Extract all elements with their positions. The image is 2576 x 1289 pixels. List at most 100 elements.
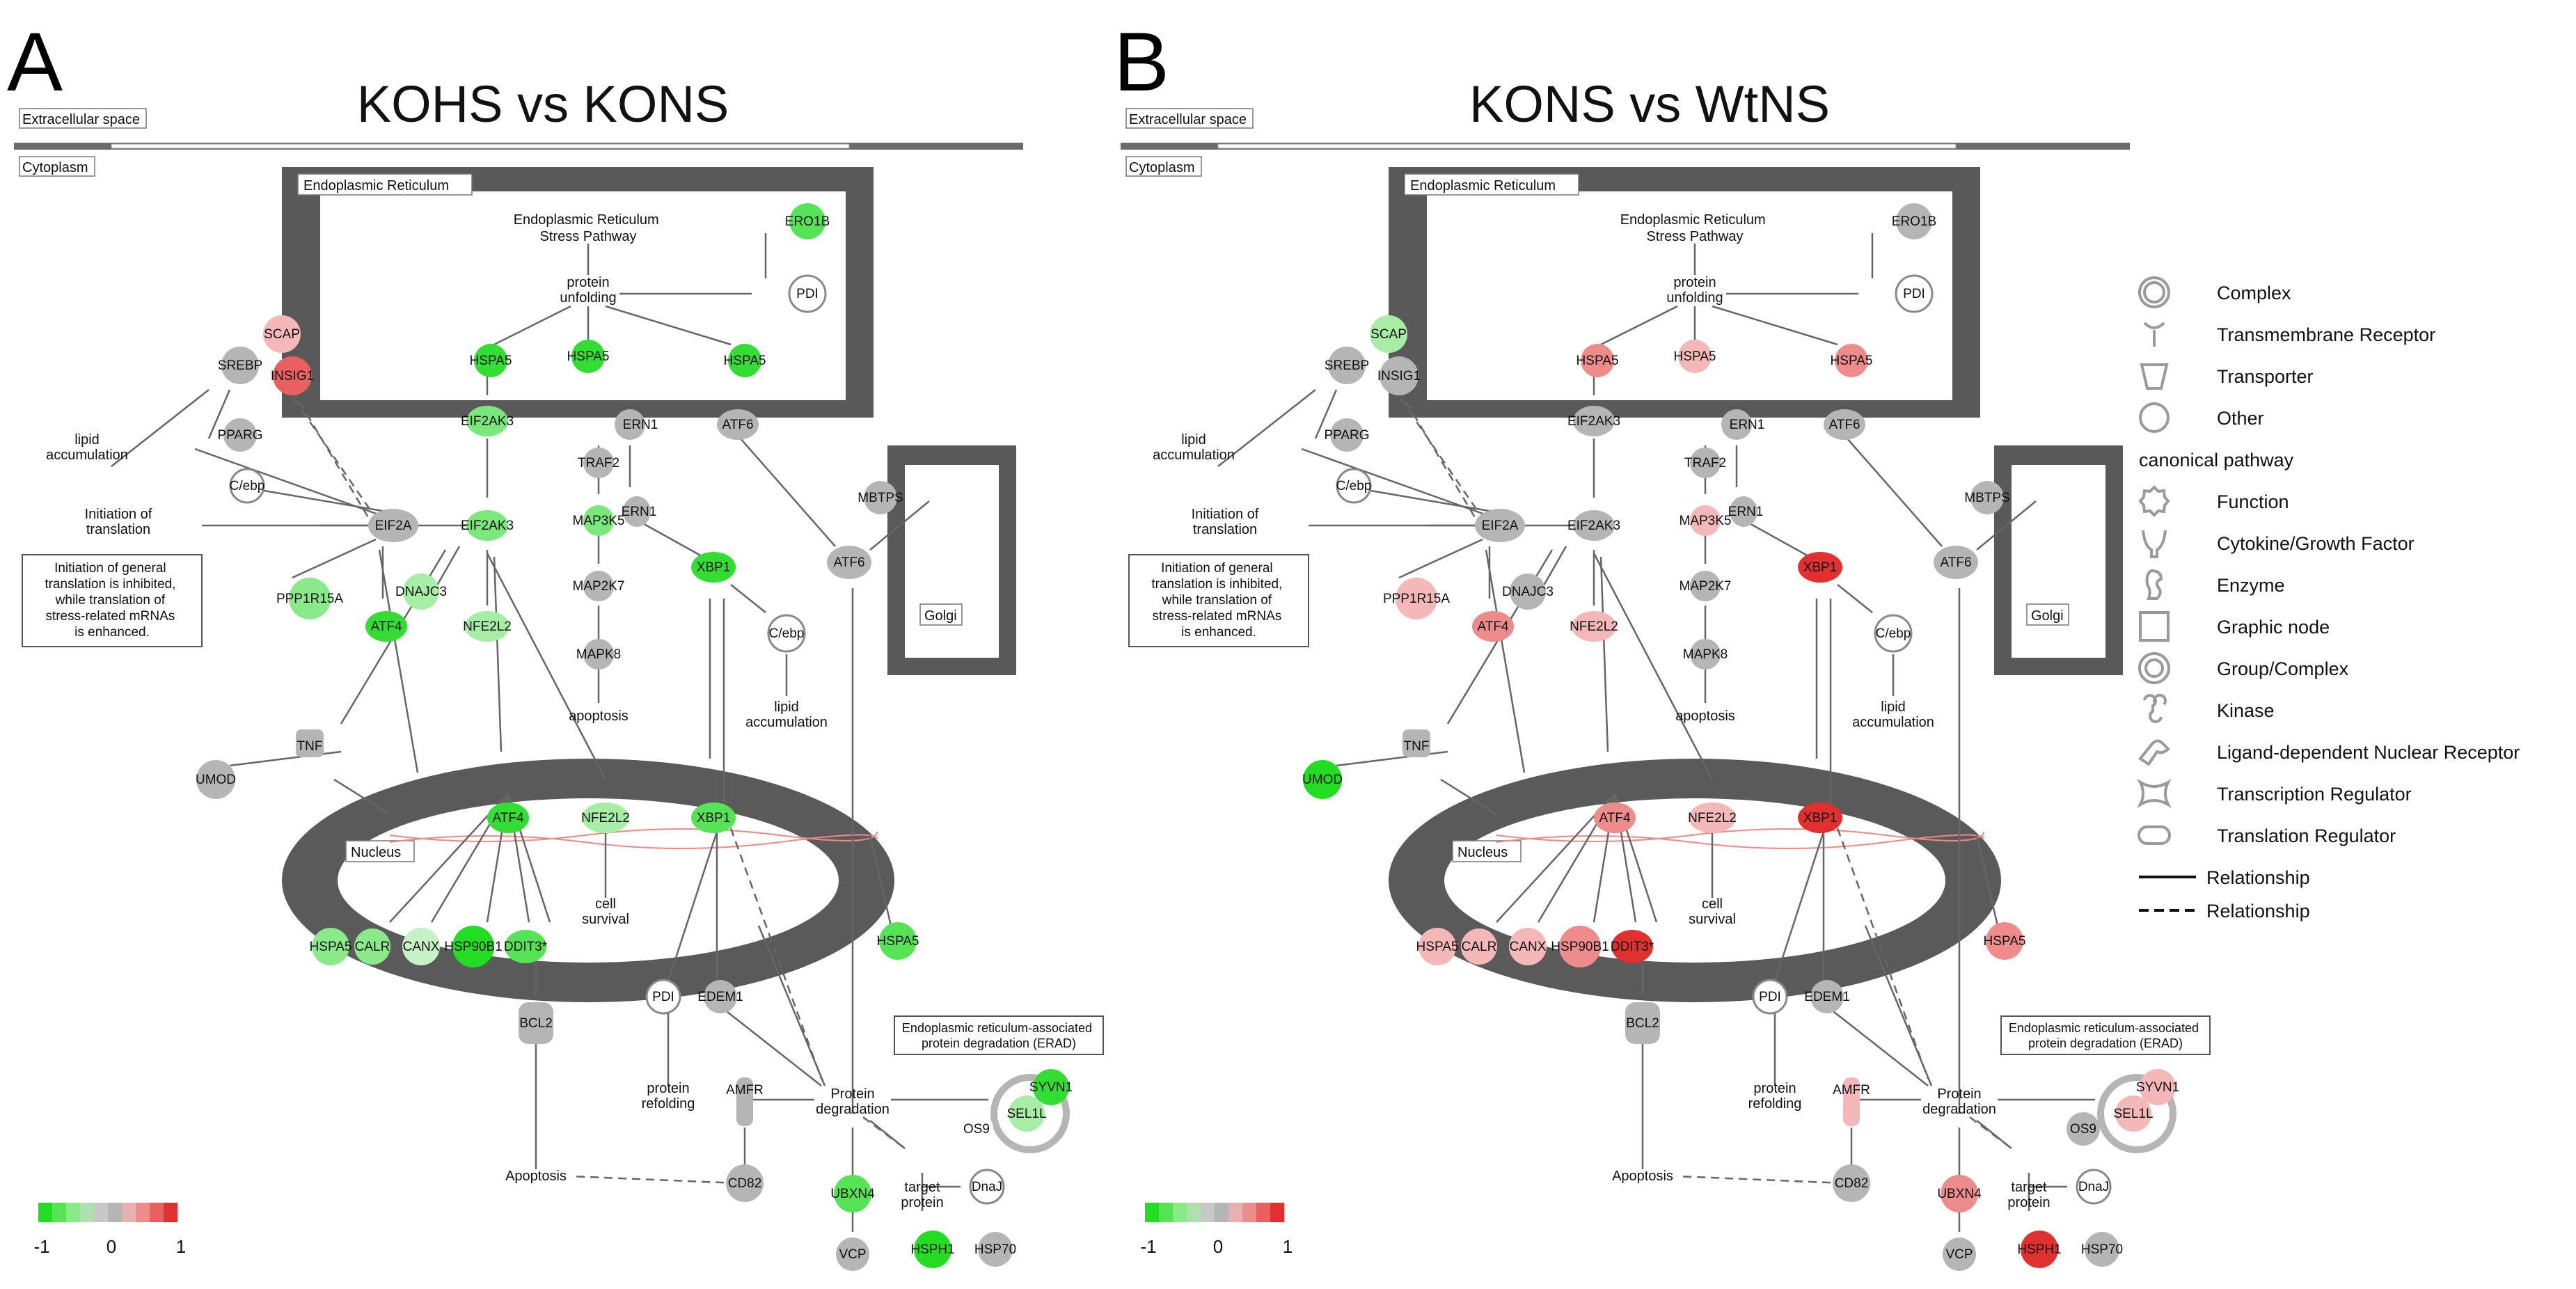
- node-ATF6-top[interactable]: ATF6: [717, 409, 759, 440]
- node-INSIG1[interactable]: INSIG1: [271, 356, 314, 395]
- node-XBP1[interactable]: XBP1: [691, 552, 736, 583]
- node-HSPA5-right[interactable]: HSPA5: [877, 922, 919, 960]
- node-HSPA5-2[interactable]: HSPA5: [567, 340, 610, 373]
- node-CALR[interactable]: CALR: [1461, 928, 1497, 965]
- node-ATF4-nucleus[interactable]: ATF4: [1594, 802, 1636, 833]
- node-CALR[interactable]: CALR: [354, 928, 390, 965]
- node-TRAF2[interactable]: TRAF2: [1684, 448, 1726, 478]
- node-SYVN1[interactable]: SYVN1: [2136, 1069, 2179, 1105]
- node-NFE2L2[interactable]: NFE2L2: [1570, 611, 1618, 642]
- node-SEL1L[interactable]: SEL1L: [2113, 1096, 2154, 1132]
- node-EDEM1[interactable]: EDEM1: [1804, 980, 1850, 1013]
- node-MBTPS[interactable]: MBTPS: [858, 481, 903, 514]
- node-ATF6[interactable]: ATF6: [827, 546, 871, 579]
- node-MAP2K7[interactable]: MAP2K7: [573, 571, 625, 601]
- node-HSP70[interactable]: HSP70: [2081, 1232, 2123, 1267]
- node-PDI-nucleus[interactable]: PDI: [645, 979, 681, 1015]
- node-PPARG[interactable]: PPARG: [217, 418, 263, 452]
- node-VCP[interactable]: VCP: [1943, 1237, 1976, 1271]
- node-DnaJ[interactable]: DnaJ: [2076, 1169, 2112, 1205]
- node-ATF4[interactable]: ATF4: [1472, 611, 1514, 642]
- node-Cebp[interactable]: C/ebp: [229, 468, 265, 504]
- node-EDEM1[interactable]: EDEM1: [697, 980, 743, 1013]
- node-ERN1[interactable]: ERN1: [1728, 496, 1764, 527]
- node-HSPA5-3[interactable]: HSPA5: [724, 344, 766, 377]
- node-SCAP[interactable]: SCAP: [1370, 315, 1407, 353]
- node-SCAP[interactable]: SCAP: [263, 315, 301, 353]
- node-EIF2AK3-er[interactable]: EIF2AK3: [461, 406, 514, 436]
- node-UMOD[interactable]: UMOD: [1302, 760, 1343, 799]
- node-MAP2K7[interactable]: MAP2K7: [1680, 571, 1732, 601]
- node-MBTPS[interactable]: MBTPS: [1964, 481, 2010, 514]
- node-OS9[interactable]: OS9: [960, 1112, 993, 1146]
- node-ATF6-top[interactable]: ATF6: [1824, 409, 1865, 440]
- node-SYVN1[interactable]: SYVN1: [1029, 1069, 1073, 1105]
- node-HSP70[interactable]: HSP70: [974, 1232, 1016, 1267]
- node-HSPH1[interactable]: HSPH1: [910, 1231, 955, 1268]
- node-CD82[interactable]: CD82: [726, 1164, 764, 1202]
- node-XBP1-nucleus[interactable]: XBP1: [691, 802, 736, 833]
- node-ATF4-nucleus[interactable]: ATF4: [487, 802, 529, 833]
- node-UMOD[interactable]: UMOD: [196, 760, 236, 799]
- node-HSPA5-2[interactable]: HSPA5: [1674, 340, 1716, 373]
- node-AMFR[interactable]: AMFR: [1833, 1077, 1870, 1126]
- node-TRAF2[interactable]: TRAF2: [578, 448, 619, 478]
- node-ERN1-top[interactable]: ERN1: [1721, 409, 1764, 440]
- node-HSP90B1[interactable]: HSP90B1: [444, 926, 503, 967]
- node-EIF2A[interactable]: EIF2A: [368, 509, 418, 542]
- node-XBP1[interactable]: XBP1: [1798, 552, 1842, 583]
- node-CANX[interactable]: CANX: [402, 928, 440, 965]
- node-BCL2[interactable]: BCL2: [519, 1002, 553, 1044]
- node-Cebp-2[interactable]: C/ebp: [1874, 614, 1913, 653]
- node-AMFR[interactable]: AMFR: [726, 1077, 764, 1126]
- node-ERN1[interactable]: ERN1: [622, 496, 657, 527]
- node-PPP1R15A[interactable]: PPP1R15A: [1383, 578, 1450, 619]
- node-TNF[interactable]: TNF: [296, 729, 324, 757]
- node-Cebp-2[interactable]: C/ebp: [767, 614, 806, 653]
- node-PPP1R15A[interactable]: PPP1R15A: [276, 578, 343, 619]
- node-HSPA5-3[interactable]: HSPA5: [1831, 344, 1873, 377]
- node-HSP90B1[interactable]: HSP90B1: [1551, 926, 1609, 967]
- node-TNF[interactable]: TNF: [1402, 729, 1430, 757]
- node-SREBP[interactable]: SREBP: [218, 347, 262, 384]
- node-MAP3K5[interactable]: MAP3K5: [1680, 505, 1732, 536]
- node-ERN1-top[interactable]: ERN1: [615, 409, 658, 440]
- node-SREBP[interactable]: SREBP: [1325, 347, 1369, 384]
- node-HSPA5-1[interactable]: HSPA5: [1577, 344, 1619, 377]
- node-DDIT3[interactable]: DDIT3*: [1611, 930, 1654, 963]
- node-HSPA5-right[interactable]: HSPA5: [1984, 922, 2026, 960]
- node-NFE2L2[interactable]: NFE2L2: [463, 611, 512, 642]
- node-HSPH1[interactable]: HSPH1: [2017, 1231, 2062, 1268]
- node-EIF2AK3-er[interactable]: EIF2AK3: [1567, 406, 1620, 436]
- node-MAPK8[interactable]: MAPK8: [1683, 639, 1728, 670]
- node-PPARG[interactable]: PPARG: [1324, 418, 1370, 452]
- node-DNAJC3[interactable]: DNAJC3: [1502, 574, 1554, 610]
- node-ATF4[interactable]: ATF4: [365, 611, 407, 642]
- node-OS9[interactable]: OS9: [2067, 1112, 2100, 1146]
- node-ERO1B[interactable]: ERO1B: [785, 203, 830, 239]
- node-DnaJ[interactable]: DnaJ: [969, 1169, 1005, 1205]
- node-BCL2[interactable]: BCL2: [1625, 1002, 1660, 1044]
- node-CANX[interactable]: CANX: [1509, 928, 1547, 965]
- node-ERO1B[interactable]: ERO1B: [1892, 203, 1936, 239]
- node-EIF2AK3[interactable]: EIF2AK3: [1567, 510, 1620, 541]
- node-ATF6[interactable]: ATF6: [1934, 546, 1978, 579]
- node-PDI-er[interactable]: PDI: [1895, 274, 1934, 313]
- node-MAPK8[interactable]: MAPK8: [576, 639, 621, 670]
- node-DDIT3[interactable]: DDIT3*: [504, 930, 548, 963]
- node-NFE2L2-nucleus[interactable]: NFE2L2: [1688, 802, 1737, 833]
- node-INSIG1[interactable]: INSIG1: [1377, 356, 1421, 395]
- node-MAP3K5[interactable]: MAP3K5: [573, 505, 625, 536]
- node-DNAJC3[interactable]: DNAJC3: [395, 574, 447, 610]
- node-PDI-er[interactable]: PDI: [788, 274, 827, 313]
- node-XBP1-nucleus[interactable]: XBP1: [1798, 802, 1842, 833]
- node-CD82[interactable]: CD82: [1833, 1164, 1870, 1202]
- node-SEL1L[interactable]: SEL1L: [1006, 1096, 1047, 1132]
- node-HSPA5-nucleus[interactable]: HSPA5: [1416, 928, 1459, 965]
- node-EIF2AK3[interactable]: EIF2AK3: [461, 510, 514, 541]
- node-HSPA5-1[interactable]: HSPA5: [470, 344, 512, 377]
- node-EIF2A[interactable]: EIF2A: [1475, 509, 1525, 542]
- node-Cebp[interactable]: C/ebp: [1336, 468, 1372, 504]
- node-UBXN4[interactable]: UBXN4: [1937, 1175, 1982, 1212]
- node-PDI-nucleus[interactable]: PDI: [1752, 979, 1788, 1015]
